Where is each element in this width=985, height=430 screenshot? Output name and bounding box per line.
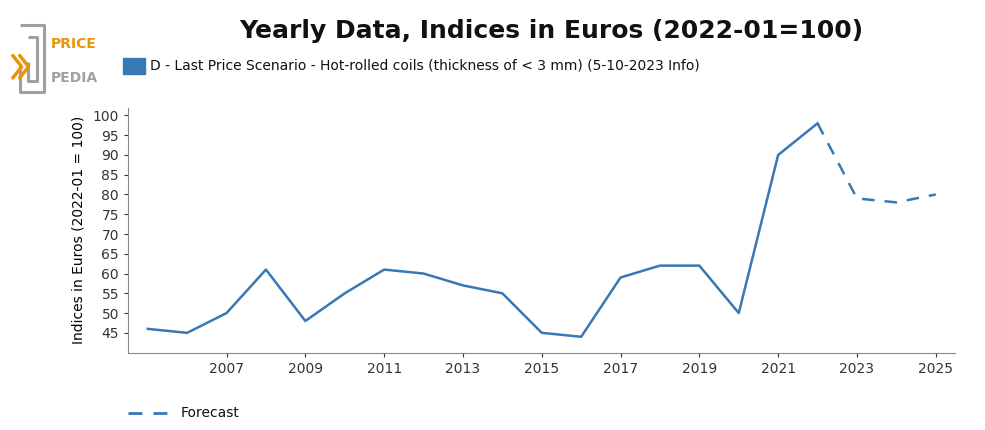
Text: PRICE: PRICE — [51, 37, 98, 51]
Text: PEDIA: PEDIA — [51, 71, 98, 85]
Y-axis label: Indices in Euros (2022-01 = 100): Indices in Euros (2022-01 = 100) — [72, 116, 86, 344]
Text: D - Last Price Scenario - Hot-rolled coils (thickness of < 3 mm) (5-10-2023 Info: D - Last Price Scenario - Hot-rolled coi… — [150, 59, 699, 73]
Text: Yearly Data, Indices in Euros (2022-01=100): Yearly Data, Indices in Euros (2022-01=1… — [239, 19, 864, 43]
Text: Forecast: Forecast — [180, 406, 239, 420]
